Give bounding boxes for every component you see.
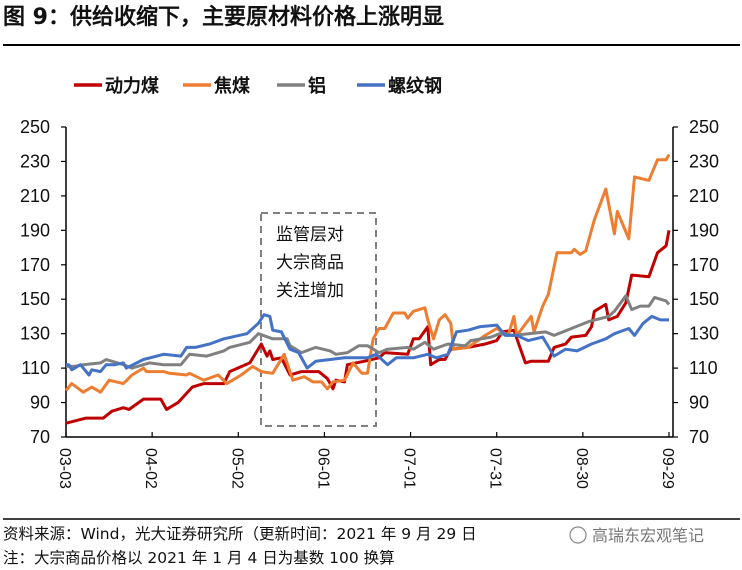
y2-tick-label: 230 [689, 151, 719, 171]
y2-tick-label: 130 [689, 324, 719, 344]
y-tick-label: 150 [20, 289, 50, 309]
series-line-2 [64, 153, 671, 394]
x-tick-label: 07-31 [487, 448, 504, 489]
legend-label-3: 铝 [308, 75, 326, 97]
y-tick-label: 170 [20, 255, 50, 275]
series-line-3 [66, 294, 671, 370]
y-tick-label: 90 [30, 393, 50, 413]
y-tick-label: 70 [30, 427, 50, 447]
wechat-icon [569, 526, 587, 544]
y-tick-label: 210 [20, 186, 50, 206]
x-tick-label: 04-02 [142, 448, 159, 489]
y2-tick-label: 110 [689, 358, 718, 378]
y2-tick-label: 250 [689, 117, 719, 137]
annotation-line-1: 监管层对 [276, 225, 344, 245]
watermark-text: 高瑞东宏观笔记 [592, 526, 704, 545]
y2-tick-label: 70 [689, 427, 709, 447]
chart-title: 图 9：供给收缩下，主要原材料价格上涨明显 [3, 4, 444, 30]
axes: 250 230 210 190 170 150 130 110 90 70 250 230 210 190… [20, 117, 719, 489]
x-tick-label: 05-02 [228, 448, 245, 489]
y-tick-label: 110 [21, 358, 50, 378]
y-tick-label: 190 [20, 220, 50, 240]
annotation-line-3: 关注增加 [276, 281, 344, 301]
watermark: 高瑞东宏观笔记 [569, 526, 704, 545]
series-line-1 [65, 230, 671, 425]
annotation-line-2: 大宗商品 [276, 253, 344, 273]
series-line-4 [66, 313, 669, 377]
x-tick-label: 09-29 [659, 448, 676, 489]
x-tick-label: 07-01 [401, 448, 418, 489]
y-tick-label: 250 [20, 117, 50, 137]
annotation-box [260, 212, 377, 427]
x-tick-label: 03-03 [56, 448, 73, 489]
legend-label-1: 动力煤 [105, 75, 159, 97]
source-note: 资料来源：Wind，光大证券研究所（更新时间：2021 年 9 月 29 日 [3, 525, 477, 543]
y2-tick-label: 210 [689, 186, 719, 206]
y2-tick-label: 90 [689, 393, 709, 413]
y-tick-label: 130 [20, 324, 50, 344]
series-group [64, 153, 671, 425]
base-note: 注：大宗商品价格以 2021 年 1 月 4 日为基数 100 换算 [3, 548, 395, 567]
x-tick-label: 06-01 [314, 448, 331, 489]
legend: 动力煤 焦煤 铝 螺纹钢 [74, 75, 442, 97]
y2-tick-label: 170 [689, 255, 719, 275]
y2-tick-label: 190 [689, 220, 719, 240]
legend-label-2: 焦煤 [213, 75, 250, 97]
legend-label-4: 螺纹钢 [388, 75, 442, 97]
y-tick-label: 230 [20, 151, 50, 171]
x-tick-label: 08-30 [573, 448, 590, 489]
y2-tick-label: 150 [689, 289, 719, 309]
annotation: 监管层对 大宗商品 关注增加 [260, 212, 377, 427]
